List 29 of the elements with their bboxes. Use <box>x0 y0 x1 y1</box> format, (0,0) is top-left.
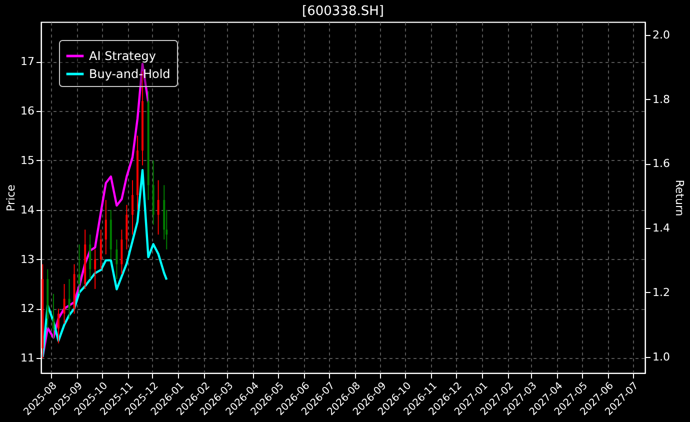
candlestick <box>104 199 107 255</box>
chart-title: [600338.SH] <box>302 4 384 19</box>
candlestick <box>132 180 134 236</box>
candlestick <box>57 308 60 344</box>
y-tick-label: 16 <box>20 104 34 118</box>
y2-tick-label: 1.0 <box>652 350 670 364</box>
y2-axis-title: Return <box>672 180 686 216</box>
y2-tick-label: 1.8 <box>652 92 670 106</box>
y-tick-label: 12 <box>20 302 34 316</box>
y2-tick-label: 1.6 <box>652 157 670 170</box>
candlestick <box>68 278 70 320</box>
candlestick <box>94 248 96 290</box>
candlestick <box>157 180 160 236</box>
y-tick-label: 11 <box>20 352 34 365</box>
y-tick-label: 14 <box>20 203 34 216</box>
legend-label: AI Strategy <box>89 49 156 63</box>
candlestick <box>78 244 80 294</box>
y-tick-label: 17 <box>20 55 34 68</box>
y-axis-title: Price <box>4 184 18 212</box>
y-tick-label: 13 <box>20 252 34 266</box>
candlestick <box>52 293 54 339</box>
line-series <box>42 169 168 358</box>
candlestick <box>63 284 66 324</box>
y-tick-label: 15 <box>20 154 34 167</box>
candlestick <box>116 239 118 280</box>
y2-tick-label: 2.0 <box>652 28 670 42</box>
y2-tick-label: 1.4 <box>652 222 670 235</box>
candlestick <box>100 229 102 270</box>
y2-tick-label: 1.2 <box>652 286 670 299</box>
